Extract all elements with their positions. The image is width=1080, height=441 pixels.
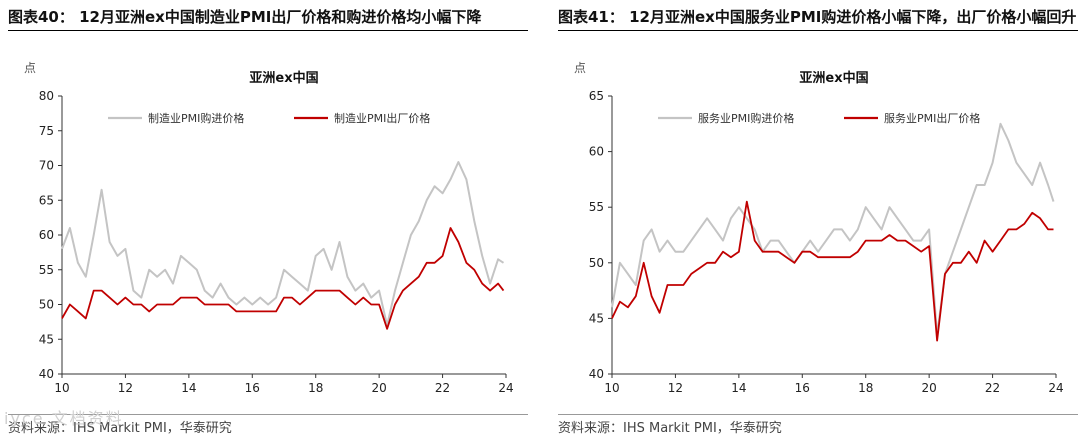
figure-title: 图表41： 12月亚洲ex中国服务业PMI购进价格小幅下降，出厂价格小幅回升: [558, 6, 1078, 31]
y-tick-label: 40: [589, 367, 604, 381]
y-tick-label: 45: [39, 332, 54, 346]
series-line: [611, 122, 1055, 337]
x-tick-label: 16: [245, 381, 260, 395]
watermark: iyce 文档资料: [4, 409, 124, 428]
legend-label: 制造业PMI出厂价格: [334, 111, 430, 125]
y-tick-label: 65: [39, 193, 54, 207]
y-tick-label: 70: [39, 159, 54, 173]
x-tick-label: 24: [498, 381, 513, 395]
series-line: [61, 227, 505, 330]
source-note: 资料来源：IHS Markit PMI，华泰研究: [558, 414, 1078, 436]
left-panel: 图表40： 12月亚洲ex中国制造业PMI出厂价格和购进价格均小幅下降 点亚洲e…: [0, 0, 530, 441]
x-tick-label: 10: [604, 381, 619, 395]
x-tick-label: 12: [668, 381, 683, 395]
series-line: [61, 161, 505, 327]
source-note: 资料来源：IHS Markit PMI，华泰研究: [8, 414, 528, 436]
x-tick-label: 20: [922, 381, 937, 395]
y-tick-label: 50: [39, 298, 54, 312]
y-tick-label: 75: [39, 124, 54, 138]
chart-title: 亚洲ex中国: [249, 70, 318, 86]
x-tick-label: 22: [435, 381, 450, 395]
y-tick-label: 55: [39, 263, 54, 277]
y-tick-label: 55: [589, 200, 604, 214]
legend-label: 制造业PMI购进价格: [148, 111, 244, 125]
y-tick-label: 60: [39, 228, 54, 242]
series-line: [611, 200, 1054, 342]
right-panel: 图表41： 12月亚洲ex中国服务业PMI购进价格小幅下降，出厂价格小幅回升 点…: [550, 0, 1080, 441]
x-tick-label: 12: [118, 381, 133, 395]
x-tick-label: 16: [795, 381, 810, 395]
y-tick-label: 65: [589, 89, 604, 103]
y-tick-label: 80: [39, 89, 54, 103]
y-tick-label: 40: [39, 367, 54, 381]
legend-label: 服务业PMI购进价格: [698, 111, 794, 125]
figure-title: 图表40： 12月亚洲ex中国制造业PMI出厂价格和购进价格均小幅下降: [8, 6, 528, 31]
x-tick-label: 14: [181, 381, 196, 395]
y-tick-label: 50: [589, 256, 604, 270]
y-axis-unit: 点: [24, 61, 36, 75]
x-tick-label: 24: [1048, 381, 1063, 395]
x-tick-label: 20: [372, 381, 387, 395]
y-tick-label: 60: [589, 145, 604, 159]
x-tick-label: 22: [985, 381, 1000, 395]
x-tick-label: 18: [858, 381, 873, 395]
x-tick-label: 14: [731, 381, 746, 395]
x-tick-label: 10: [54, 381, 69, 395]
chart-title: 亚洲ex中国: [799, 70, 868, 86]
y-tick-label: 45: [589, 311, 604, 325]
y-axis-unit: 点: [574, 61, 586, 75]
legend-label: 服务业PMI出厂价格: [884, 111, 980, 125]
x-tick-label: 18: [308, 381, 323, 395]
